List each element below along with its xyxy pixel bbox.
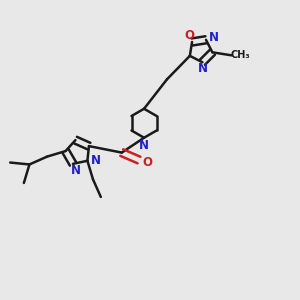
Text: N: N xyxy=(91,154,101,167)
Text: N: N xyxy=(71,164,81,177)
Text: O: O xyxy=(185,29,195,42)
Text: N: N xyxy=(139,139,149,152)
Text: O: O xyxy=(142,156,152,169)
Text: CH₃: CH₃ xyxy=(230,50,250,60)
Text: N: N xyxy=(208,31,218,44)
Text: N: N xyxy=(197,62,207,75)
